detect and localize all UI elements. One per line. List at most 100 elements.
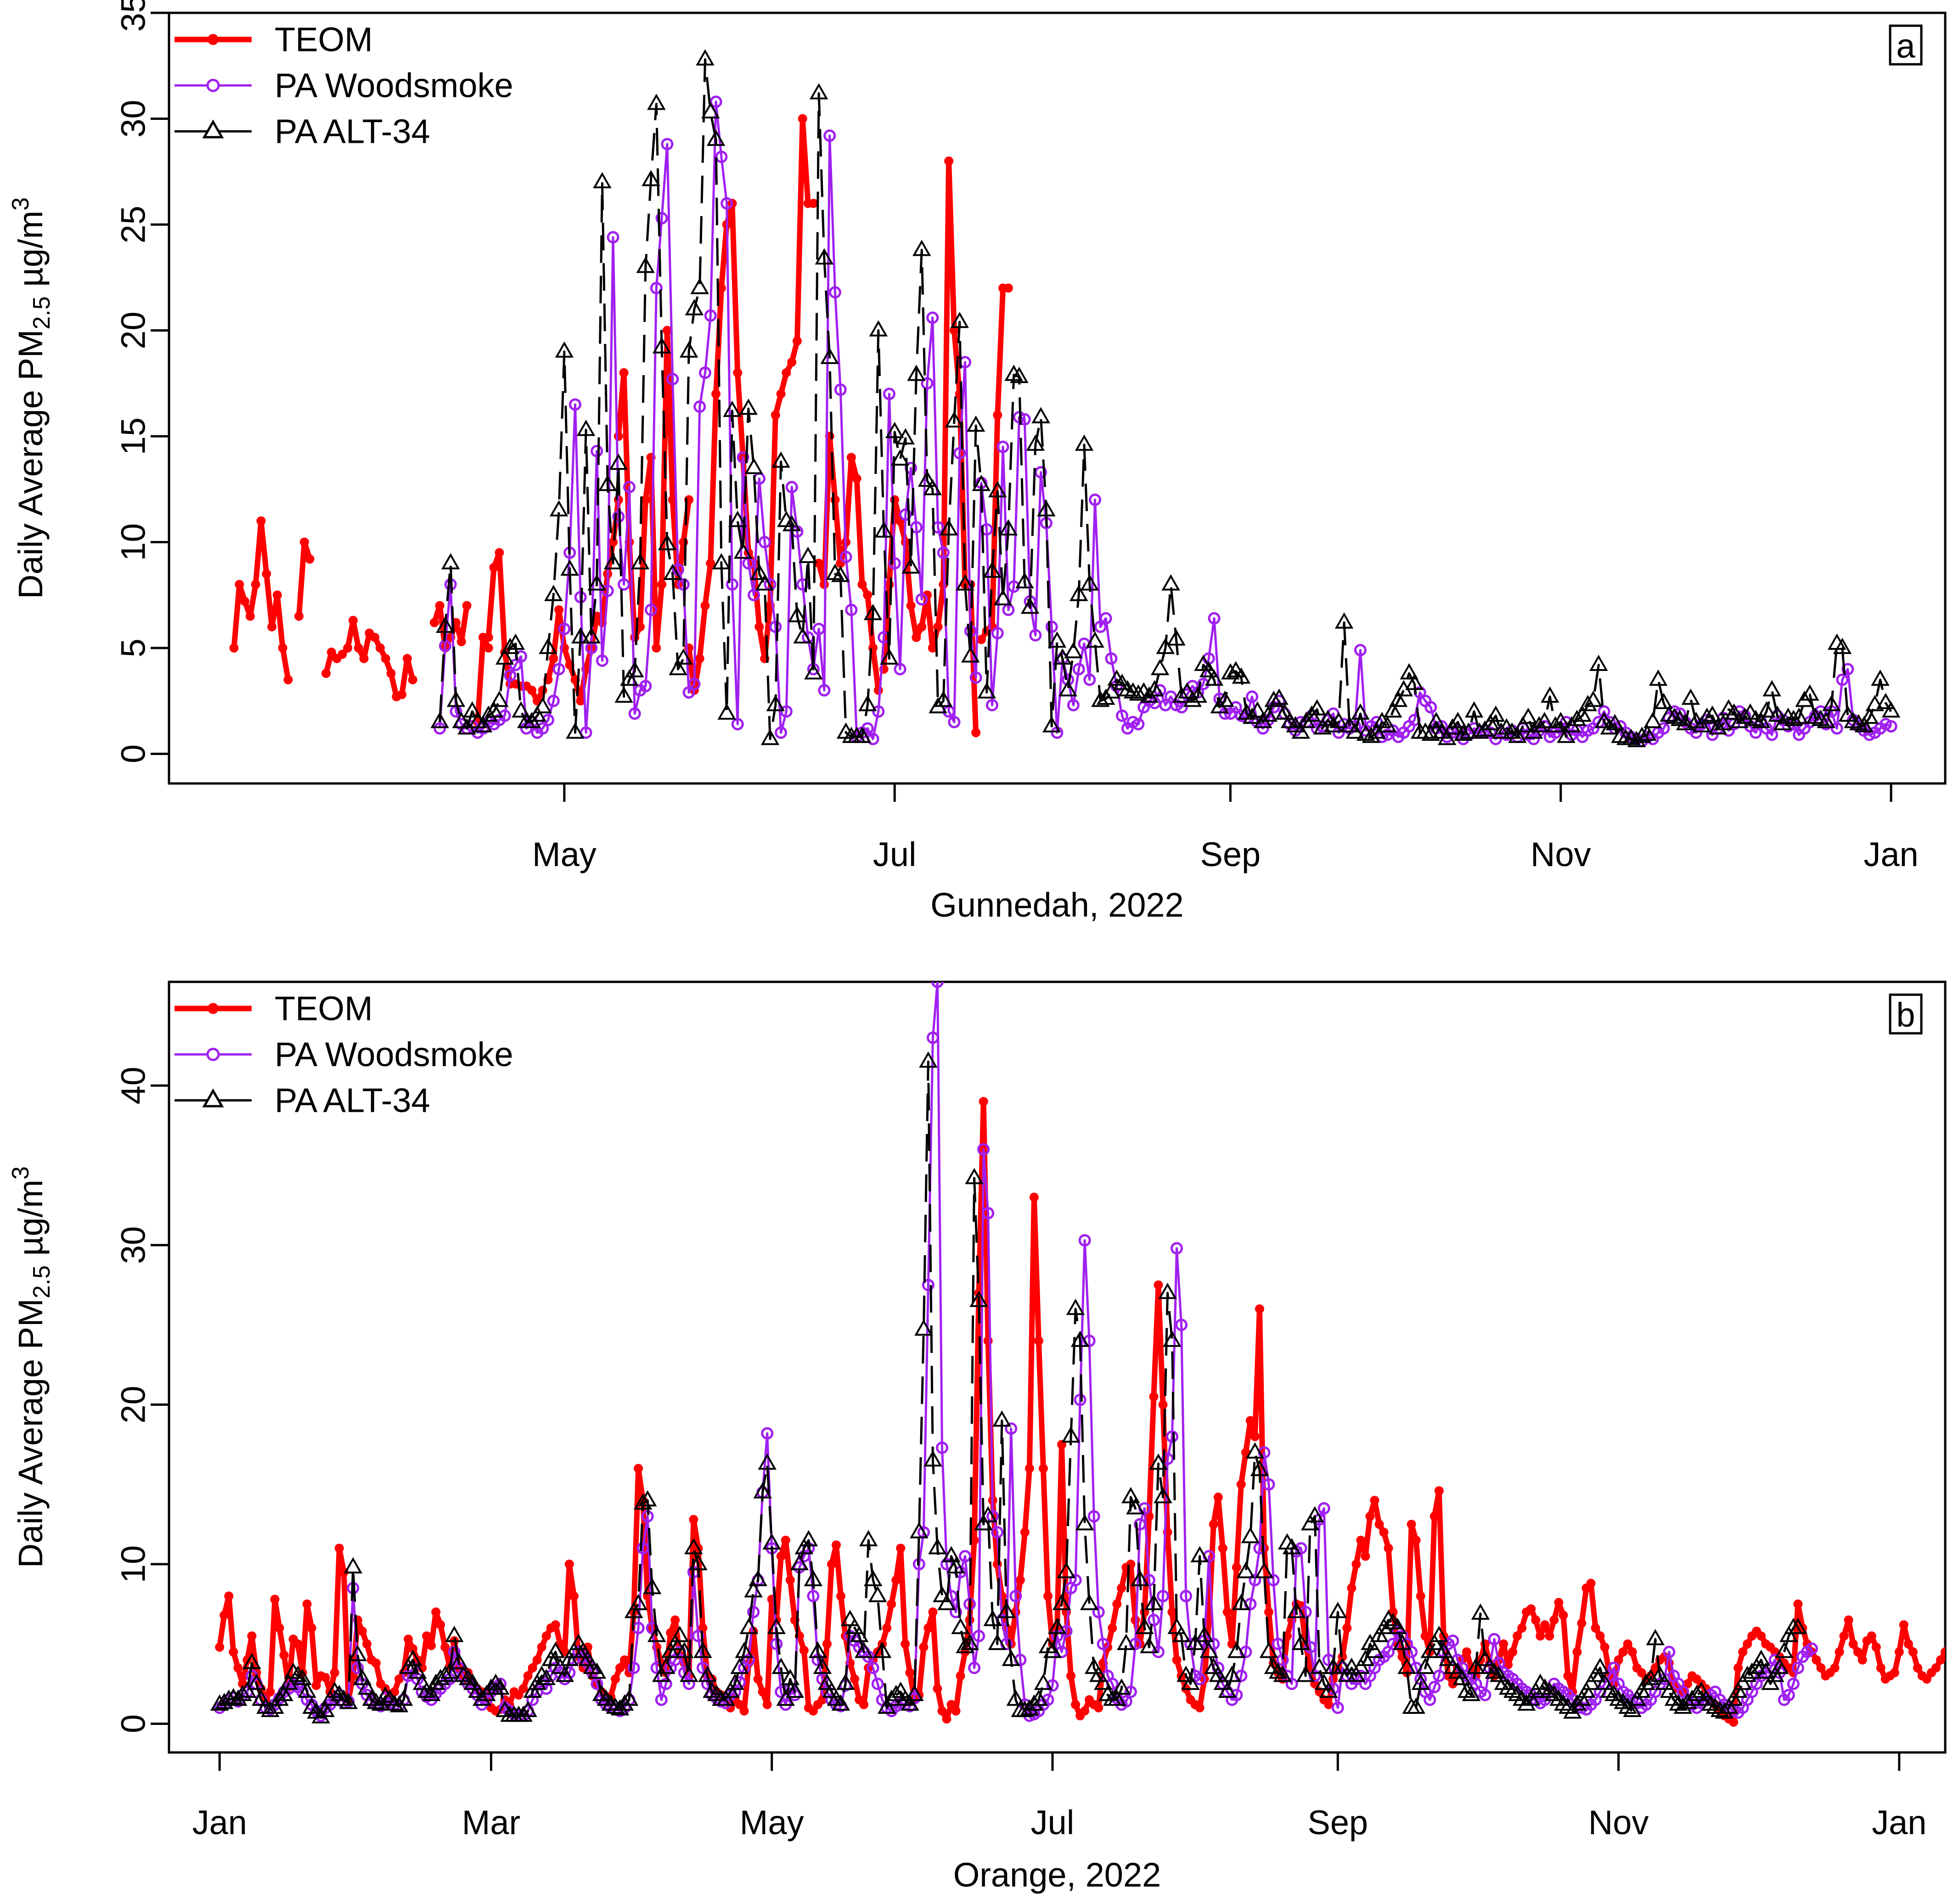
data-point	[1703, 705, 1722, 722]
data-point	[933, 622, 943, 631]
data-point	[992, 1560, 1002, 1569]
data-point	[1310, 1657, 1329, 1674]
data-point	[792, 336, 802, 346]
data-point	[1535, 1678, 1554, 1695]
data-point	[484, 643, 493, 653]
data-point	[814, 558, 824, 568]
data-point	[1264, 1607, 1273, 1617]
data-point	[1270, 688, 1289, 705]
data-point	[1351, 1560, 1361, 1569]
data-point	[1171, 1242, 1183, 1255]
data-point	[1584, 690, 1603, 707]
legend-label: PA ALT-34	[275, 1082, 430, 1120]
data-point	[514, 1690, 524, 1700]
data-point	[1676, 714, 1695, 731]
data-point	[1175, 1318, 1188, 1331]
data-point	[1035, 466, 1047, 479]
data-point	[959, 1550, 972, 1563]
data-point	[422, 1684, 441, 1701]
data-point	[961, 646, 980, 663]
data-point	[528, 1663, 537, 1673]
data-point	[799, 1530, 818, 1547]
data-point	[652, 1666, 671, 1682]
data-point	[1037, 500, 1056, 517]
data-point	[1249, 1574, 1261, 1587]
data-point	[1331, 1701, 1344, 1714]
data-point	[636, 256, 655, 273]
data-point	[1029, 629, 1042, 642]
data-point	[1250, 1432, 1260, 1442]
data-point	[700, 601, 710, 610]
data-point	[744, 1581, 763, 1598]
data-point	[1069, 1574, 1082, 1587]
data-point	[845, 603, 858, 616]
data-point	[698, 366, 711, 379]
data-point	[1156, 637, 1175, 654]
data-point	[739, 1706, 749, 1716]
data-point	[636, 1542, 649, 1555]
data-point	[1379, 1610, 1398, 1626]
data-point	[979, 1097, 988, 1106]
data-point	[630, 632, 640, 642]
data-point	[1121, 1487, 1140, 1504]
y-tick-label: 10	[114, 1545, 152, 1583]
data-point	[1600, 1681, 1619, 1698]
data-point	[642, 169, 660, 186]
data-point	[1623, 1701, 1642, 1717]
data-point	[1526, 1604, 1536, 1614]
data-point	[1545, 1631, 1554, 1641]
data-point	[822, 1639, 832, 1649]
data-point	[850, 1626, 869, 1642]
data-point	[582, 627, 601, 644]
data-point	[790, 1554, 809, 1571]
data-point	[1936, 1655, 1945, 1665]
x-tick-label: Jul	[873, 835, 917, 873]
data-point	[836, 1673, 855, 1690]
data-point	[293, 1639, 303, 1649]
data-point	[776, 1690, 795, 1706]
data-point	[591, 1678, 603, 1690]
data-point	[1086, 631, 1104, 648]
data-point	[629, 1594, 648, 1611]
data-point	[1941, 1647, 1945, 1657]
data-point	[463, 701, 482, 718]
data-point	[859, 1530, 878, 1547]
data-point	[541, 1650, 560, 1666]
data-point	[923, 1623, 933, 1633]
data-point	[1411, 1535, 1421, 1545]
data-point	[634, 1464, 643, 1473]
data-point	[1790, 707, 1808, 724]
data-point	[945, 411, 964, 428]
data-point	[546, 1641, 565, 1658]
data-point	[762, 1700, 772, 1709]
data-point	[305, 554, 315, 564]
data-point	[1099, 612, 1112, 625]
data-point	[1291, 1634, 1311, 1650]
data-point	[928, 1538, 947, 1555]
data-point	[1724, 703, 1744, 720]
data-point	[1756, 1662, 1775, 1679]
data-point	[1370, 1496, 1379, 1505]
y-tick-label: 10	[114, 523, 152, 561]
data-point	[1116, 709, 1129, 722]
data-point	[1305, 1506, 1324, 1523]
data-point	[983, 1336, 993, 1346]
data-point	[933, 1684, 942, 1694]
data-point	[1527, 732, 1540, 745]
data-point	[944, 156, 954, 166]
data-point	[744, 457, 763, 474]
data-point	[788, 606, 807, 623]
data-point	[587, 574, 606, 591]
data-point	[670, 1615, 680, 1625]
data-point	[569, 1634, 588, 1650]
data-point	[343, 1557, 363, 1574]
data-point	[1757, 701, 1776, 718]
data-point	[1089, 1666, 1108, 1682]
data-point	[1903, 1639, 1913, 1649]
data-point	[655, 1693, 668, 1706]
data-point	[1762, 680, 1781, 697]
data-point	[1236, 1480, 1246, 1489]
data-point	[1180, 1590, 1193, 1603]
data-point	[901, 557, 920, 574]
data-point	[652, 643, 661, 653]
